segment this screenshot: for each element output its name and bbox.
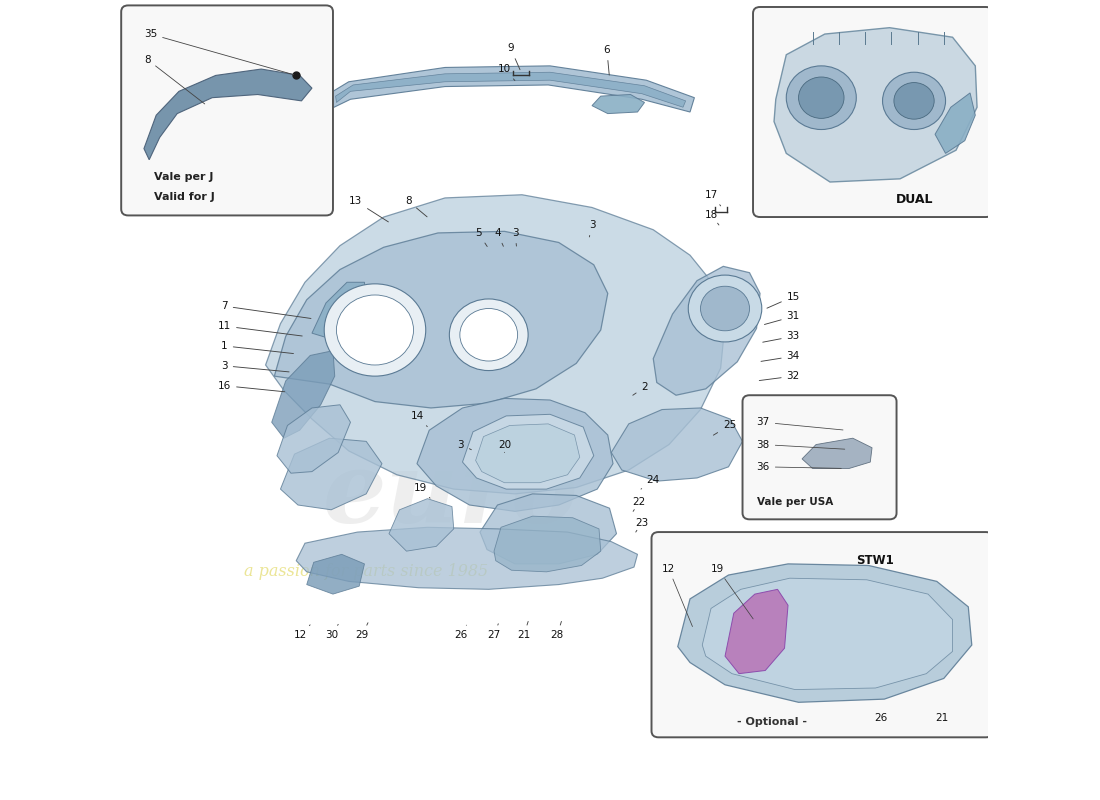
Polygon shape	[277, 405, 351, 473]
Polygon shape	[480, 494, 616, 564]
FancyBboxPatch shape	[754, 7, 993, 217]
Circle shape	[786, 66, 856, 130]
Text: Valid for J: Valid for J	[154, 191, 216, 202]
Circle shape	[450, 299, 528, 370]
Text: 17: 17	[705, 190, 720, 206]
Polygon shape	[307, 554, 364, 594]
Circle shape	[460, 309, 518, 361]
Text: 21: 21	[935, 714, 948, 723]
Polygon shape	[612, 408, 742, 481]
Polygon shape	[144, 69, 312, 160]
Circle shape	[894, 82, 934, 119]
Text: 4: 4	[494, 228, 504, 246]
Text: 15: 15	[767, 291, 800, 308]
Circle shape	[324, 284, 426, 376]
Text: 31: 31	[764, 311, 800, 325]
Text: 10: 10	[498, 64, 515, 81]
Text: DUAL: DUAL	[895, 193, 933, 206]
Text: 8: 8	[405, 196, 427, 217]
Text: 28: 28	[550, 622, 563, 641]
Polygon shape	[802, 438, 872, 469]
Text: 35: 35	[144, 29, 294, 74]
Text: 16: 16	[218, 381, 285, 392]
Polygon shape	[280, 438, 382, 510]
Text: 12: 12	[294, 625, 310, 641]
Polygon shape	[265, 194, 725, 494]
Polygon shape	[475, 424, 580, 482]
Text: - Optional -: - Optional -	[737, 717, 807, 726]
Text: 22: 22	[632, 497, 646, 511]
Text: 38: 38	[757, 439, 845, 450]
Text: 36: 36	[757, 462, 842, 472]
Polygon shape	[494, 516, 601, 572]
Text: 2: 2	[632, 382, 648, 395]
FancyBboxPatch shape	[742, 395, 896, 519]
Text: 34: 34	[761, 351, 800, 362]
Text: 25: 25	[714, 421, 736, 435]
Text: 6: 6	[604, 45, 611, 75]
Polygon shape	[653, 266, 760, 395]
Text: 1: 1	[221, 341, 294, 354]
Polygon shape	[272, 350, 334, 438]
Polygon shape	[389, 498, 453, 551]
Circle shape	[337, 295, 414, 365]
Text: 11: 11	[218, 321, 302, 336]
Circle shape	[799, 77, 844, 118]
Text: 18: 18	[705, 210, 719, 225]
Polygon shape	[935, 93, 976, 154]
Text: 20: 20	[498, 439, 512, 453]
Text: 26: 26	[454, 625, 467, 641]
Text: 14: 14	[410, 411, 427, 426]
Polygon shape	[592, 94, 645, 114]
Text: 12: 12	[662, 564, 693, 626]
Text: euro: euro	[322, 447, 579, 544]
Text: 30: 30	[324, 624, 338, 641]
Circle shape	[701, 286, 749, 330]
Text: 21: 21	[517, 622, 530, 641]
Text: 3: 3	[458, 439, 472, 450]
Polygon shape	[296, 527, 638, 590]
Polygon shape	[336, 72, 685, 107]
Polygon shape	[725, 590, 788, 674]
Text: 33: 33	[762, 331, 800, 342]
Polygon shape	[462, 414, 594, 489]
Polygon shape	[774, 28, 977, 182]
Polygon shape	[312, 282, 366, 339]
Text: Vale per USA: Vale per USA	[757, 497, 833, 507]
Text: 37: 37	[757, 418, 843, 430]
Polygon shape	[702, 578, 953, 690]
Polygon shape	[274, 231, 608, 408]
Text: 26: 26	[873, 714, 887, 723]
Text: 24: 24	[641, 474, 660, 489]
Text: 32: 32	[759, 371, 800, 381]
Text: 9: 9	[507, 43, 520, 70]
Text: 13: 13	[349, 196, 388, 222]
Text: 3: 3	[512, 228, 518, 246]
Polygon shape	[678, 564, 971, 702]
Text: 3: 3	[588, 220, 595, 237]
Text: 27: 27	[487, 624, 500, 641]
Polygon shape	[322, 66, 694, 112]
Text: a passion for parts since 1985: a passion for parts since 1985	[244, 562, 487, 579]
FancyBboxPatch shape	[121, 6, 333, 215]
Text: 3: 3	[221, 361, 289, 372]
Circle shape	[882, 72, 946, 130]
Circle shape	[689, 275, 762, 342]
FancyBboxPatch shape	[651, 532, 993, 738]
Text: 29: 29	[355, 622, 368, 641]
Text: 8: 8	[144, 54, 205, 104]
Polygon shape	[417, 398, 613, 511]
Text: 19: 19	[414, 482, 430, 498]
Text: 5: 5	[475, 228, 487, 246]
Text: Vale per J: Vale per J	[154, 173, 213, 182]
Text: STW1: STW1	[856, 554, 894, 567]
Text: 19: 19	[711, 564, 754, 619]
Text: 7: 7	[221, 301, 311, 318]
Text: 23: 23	[636, 518, 649, 532]
